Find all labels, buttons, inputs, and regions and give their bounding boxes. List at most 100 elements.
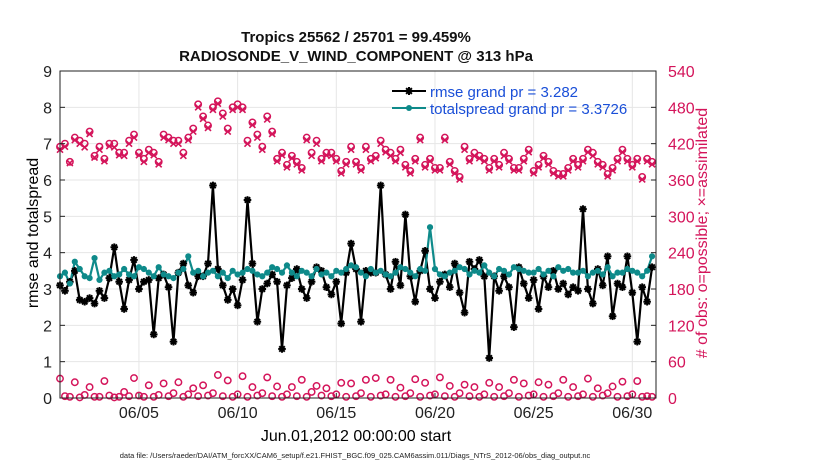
rmse-marker bbox=[460, 308, 469, 317]
obs-assimilated-marker bbox=[253, 134, 261, 142]
obs-assimilated-marker bbox=[539, 154, 548, 162]
obs-rejected-marker bbox=[115, 392, 124, 401]
axes-box bbox=[59, 70, 657, 399]
totalspread-marker bbox=[471, 267, 478, 274]
obs-rejected-marker bbox=[544, 380, 553, 389]
rmse-marker bbox=[347, 239, 355, 248]
obs-rejected-marker bbox=[376, 391, 385, 400]
obs-rejected-marker bbox=[337, 378, 346, 387]
rmse-marker-stroke bbox=[362, 267, 370, 275]
rmse-marker bbox=[302, 294, 311, 302]
obs-assimilated-marker-stroke bbox=[76, 140, 84, 148]
rmse-marker bbox=[233, 301, 242, 310]
obs-rejected-marker bbox=[218, 392, 227, 401]
totalspread-marker bbox=[86, 275, 93, 282]
obs-assimilated-marker bbox=[71, 136, 79, 144]
x-tick-label: 06/05 bbox=[119, 405, 159, 422]
obs-assimilated-marker bbox=[495, 163, 503, 171]
obs-rejected-marker bbox=[347, 379, 356, 388]
rmse-marker bbox=[115, 277, 124, 286]
rmse-marker bbox=[80, 297, 89, 306]
obs-assimilated-marker-stroke bbox=[209, 106, 217, 114]
obs-rejected-marker bbox=[199, 381, 208, 390]
legend-totalspread-dot bbox=[406, 105, 412, 111]
obs-assimilated-marker bbox=[396, 149, 404, 157]
totalspread-marker bbox=[116, 271, 123, 278]
obs-assimilated-marker-stroke bbox=[618, 148, 627, 156]
rmse-marker bbox=[510, 323, 518, 331]
obs-assimilated-marker-stroke bbox=[623, 157, 631, 165]
obs-assimilated-marker-stroke bbox=[184, 136, 192, 144]
rmse-marker-stroke bbox=[466, 258, 473, 266]
rmse-marker-stroke bbox=[638, 283, 646, 291]
obs-rejected-marker bbox=[421, 378, 430, 387]
rmse-marker-stroke bbox=[76, 296, 84, 304]
obs-rejected-marker bbox=[583, 374, 592, 383]
obs-assimilated-marker bbox=[303, 136, 311, 144]
rmse-marker-stroke bbox=[614, 280, 621, 287]
y-tick-label-right: 540 bbox=[668, 64, 695, 81]
totalspread-marker bbox=[619, 269, 626, 276]
rmse-marker bbox=[228, 285, 237, 293]
obs-rejected-marker bbox=[90, 392, 99, 401]
obs-rejected-marker bbox=[539, 392, 548, 401]
obs-assimilated-marker bbox=[308, 152, 316, 160]
obs-assimilated-marker bbox=[312, 140, 321, 148]
obs-assimilated-marker-stroke bbox=[164, 136, 173, 144]
rmse-marker bbox=[584, 285, 592, 293]
obs-assimilated-marker bbox=[100, 157, 108, 165]
obs-rejected-marker bbox=[169, 389, 178, 398]
obs-rejected-marker bbox=[643, 392, 652, 401]
rmse-marker-stroke bbox=[505, 283, 513, 291]
rmse-marker-stroke bbox=[584, 285, 592, 293]
obs-assimilated-marker-stroke bbox=[199, 115, 207, 123]
totalspread-marker bbox=[589, 269, 596, 276]
obs-assimilated-marker bbox=[411, 157, 419, 165]
obs-assimilated-marker bbox=[130, 134, 138, 142]
totalspread-marker bbox=[604, 264, 611, 271]
obs-assimilated-marker-stroke bbox=[500, 152, 508, 160]
rmse-marker-stroke bbox=[278, 345, 286, 353]
obs-rejected-marker bbox=[322, 384, 331, 393]
rmse-marker-stroke bbox=[308, 278, 316, 286]
obs-rejected-marker bbox=[613, 392, 622, 401]
obs-assimilated-marker bbox=[66, 159, 74, 167]
x-tick-label: 06/10 bbox=[218, 405, 258, 422]
rmse-marker-stroke bbox=[456, 289, 464, 297]
obs-assimilated-marker bbox=[377, 140, 385, 148]
obs-rejected-marker bbox=[618, 377, 627, 386]
rmse-marker-stroke bbox=[130, 256, 138, 264]
totalspread-marker bbox=[229, 267, 236, 274]
rmse-marker bbox=[322, 283, 331, 291]
rmse-marker-stroke bbox=[96, 287, 103, 295]
totalspread-marker bbox=[496, 265, 503, 273]
obs-assimilated-marker bbox=[416, 136, 424, 144]
totalspread-marker bbox=[66, 280, 73, 287]
totalspread-marker bbox=[185, 253, 192, 260]
obs-assimilated-marker bbox=[456, 175, 464, 183]
obs-assimilated-marker bbox=[332, 157, 340, 165]
rmse-marker bbox=[95, 287, 104, 295]
obs-assimilated-marker-stroke bbox=[475, 154, 483, 162]
totalspread-marker bbox=[269, 264, 276, 271]
obs-assimilated-marker bbox=[609, 166, 617, 174]
totalspread-marker bbox=[130, 273, 138, 280]
obs-assimilated-marker-stroke bbox=[421, 163, 429, 171]
rmse-marker bbox=[100, 294, 109, 302]
totalspread-marker bbox=[491, 273, 498, 280]
obs-assimilated-marker bbox=[224, 127, 232, 136]
obs-rejected-marker bbox=[273, 382, 282, 391]
rmse-marker bbox=[125, 276, 133, 284]
totalspread-marker bbox=[91, 255, 98, 262]
obs-assimilated-marker-stroke bbox=[194, 103, 202, 111]
rmse-marker-stroke bbox=[283, 281, 291, 289]
obs-assimilated-marker-stroke bbox=[174, 140, 182, 148]
rmse-marker-stroke bbox=[91, 300, 98, 307]
obs-rejected-marker bbox=[238, 372, 247, 381]
obs-assimilated-marker bbox=[90, 154, 99, 162]
obs-assimilated-marker-stroke bbox=[515, 166, 523, 174]
legend: rmse grand pr = 3.282 totalspread grand … bbox=[392, 84, 627, 118]
rmse-marker-stroke bbox=[426, 285, 434, 293]
rmse-marker-stroke bbox=[71, 267, 79, 275]
obs-assimilated-marker-stroke bbox=[456, 175, 464, 183]
